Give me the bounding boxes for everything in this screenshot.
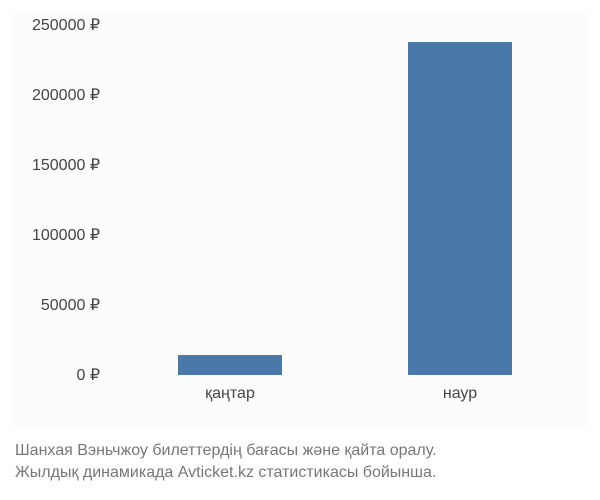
y-tick-label: 200000 ₽: [32, 85, 100, 105]
caption-line-1: Шанхая Вэньчжоу билеттердің бағасы және …: [15, 440, 585, 462]
y-tick-label: 150000 ₽: [32, 155, 100, 175]
x-tick-label: қаңтар: [205, 385, 255, 403]
y-axis: 0 ₽50000 ₽100000 ₽150000 ₽200000 ₽250000…: [10, 25, 110, 375]
caption-line-2: Жылдық динамикада Avticket.kz статистика…: [15, 462, 585, 484]
bar: [408, 42, 512, 375]
x-axis: қаңтар наур: [115, 385, 575, 415]
chart-container: 0 ₽ 50000 ₽ 100000 ₽ 150000 ₽ 200000 ₽ 250000…: [10, 10, 590, 430]
y-tick-label: 0 ₽: [76, 365, 100, 385]
y-tick-label: 250000 ₽: [32, 15, 100, 35]
bar: [178, 355, 282, 375]
chart-caption: Шанхая Вэньчжоу билеттердің бағасы және …: [15, 440, 585, 485]
y-tick-label: 50000 ₽: [41, 295, 100, 315]
y-tick-label: 100000 ₽: [32, 225, 100, 245]
plot-area: [115, 25, 575, 375]
x-tick-label: наур: [443, 385, 477, 403]
